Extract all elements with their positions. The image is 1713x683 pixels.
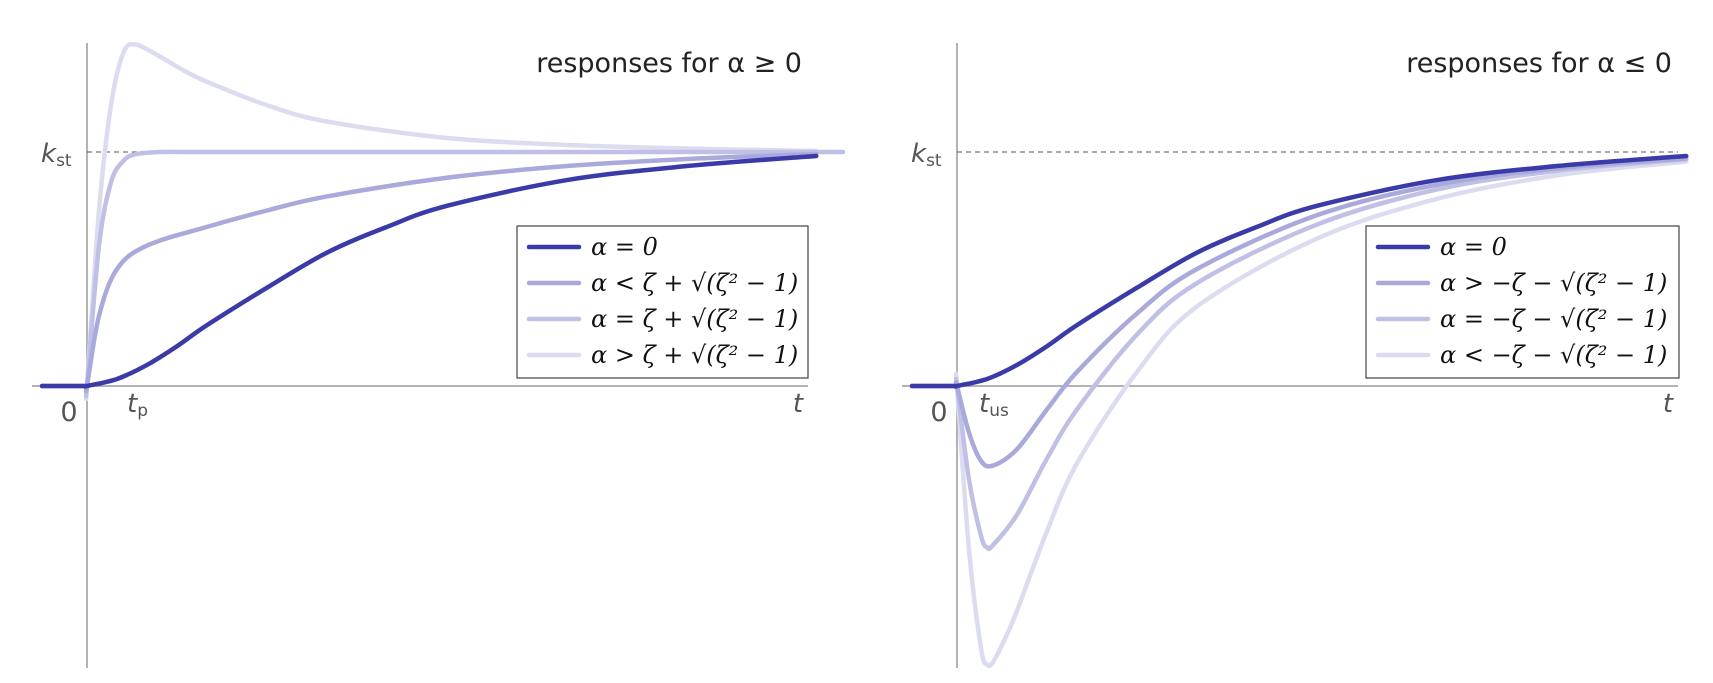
legend-box — [516, 225, 809, 379]
reference-line-label-sub: st — [56, 151, 72, 171]
series-2-line — [909, 157, 1689, 552]
series-0-line — [909, 153, 1689, 389]
legend-label-3: α > ζ + √(ζ² − 1) — [591, 341, 798, 369]
legend: α = 0 α < ζ + √(ζ² − 1) α = ζ + √(ζ² − 1) α… — [516, 225, 809, 379]
series-2-line — [39, 149, 845, 399]
legend-box — [1365, 225, 1680, 379]
chart-title: responses for α ≤ 0 — [1406, 48, 1672, 79]
reference-line-label: kst — [41, 139, 72, 171]
series-0-line — [39, 153, 819, 389]
tick-label-0: tus — [979, 389, 1009, 421]
left-chart-panel: responses for α ≥ 0 kst 0 t tp α = 0 α < ζ + √… — [32, 41, 845, 668]
legend-label-1: α > −ζ − √(ζ² − 1) — [1440, 269, 1667, 297]
legend-label-3: α < −ζ − √(ζ² − 1) — [1440, 341, 1667, 369]
legend: α = 0 α > −ζ − √(ζ² − 1) α = −ζ − √(ζ² − 1… — [1365, 225, 1680, 379]
tick-label-0: tp — [127, 389, 148, 421]
series-3-line — [39, 41, 819, 402]
series-1-line — [909, 156, 1689, 469]
legend-label-1: α < ζ + √(ζ² − 1) — [591, 269, 798, 297]
legend-label-0: α = 0 — [591, 233, 658, 261]
right-chart-panel: responses for α ≤ 0 kst 0 t tus α = 0 α > −ζ −… — [902, 43, 1689, 669]
legend-label-2: α = ζ + √(ζ² − 1) — [591, 305, 798, 333]
series-3-line — [909, 159, 1689, 669]
series-1-line — [39, 151, 819, 394]
origin-label: 0 — [60, 397, 77, 428]
legend-label-0: α = 0 — [1440, 233, 1507, 261]
reference-line-label-sub: st — [926, 151, 942, 171]
legend-label-2: α = −ζ − √(ζ² − 1) — [1440, 305, 1667, 333]
chart-title: responses for α ≥ 0 — [536, 48, 802, 79]
origin-label: 0 — [930, 397, 947, 428]
tick-label-sub-0: p — [137, 401, 148, 421]
reference-line-label: kst — [911, 139, 942, 171]
x-axis-label: t — [793, 389, 804, 419]
tick-label-sub-0: us — [989, 401, 1009, 421]
x-axis-label: t — [1663, 389, 1674, 419]
